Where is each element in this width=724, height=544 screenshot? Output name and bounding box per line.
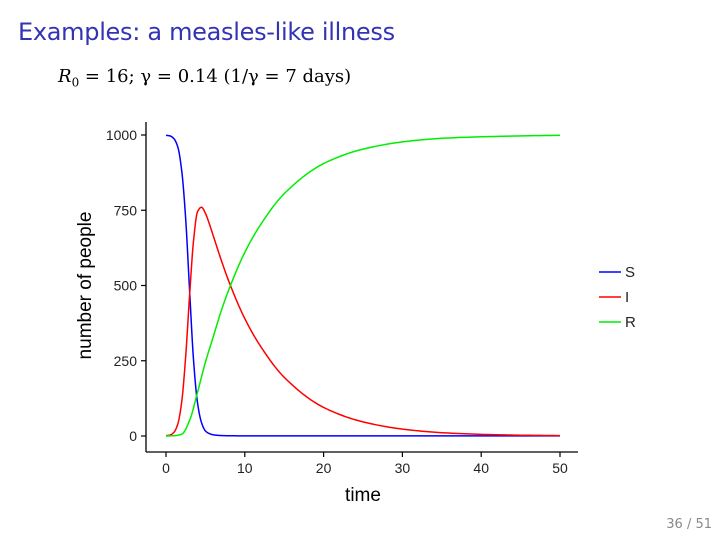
r0-subscript: 0 xyxy=(71,75,80,90)
page-number: 36 / 51 xyxy=(666,517,712,532)
x-tick-label: 50 xyxy=(552,460,568,476)
r0-value: = 16; xyxy=(79,66,141,87)
legend: SIR xyxy=(599,264,636,331)
axes: 0 250 500 750 1000 0 10 20 30 40 50 xyxy=(106,122,578,476)
series-lines xyxy=(165,134,561,437)
slide-title: Examples: a measles-like illness xyxy=(18,18,395,46)
y-axis-title: number of people xyxy=(75,212,96,360)
x-tick-label: 20 xyxy=(316,460,332,476)
legend-label-i: I xyxy=(625,289,629,306)
series-line-s xyxy=(165,134,560,437)
y-tick-label: 750 xyxy=(114,202,138,218)
x-tick-label: 30 xyxy=(395,460,411,476)
x-tick-label: 40 xyxy=(473,460,489,476)
series-line-r xyxy=(165,134,561,437)
gamma-part: γ = 0.14 (1/γ = 7 days) xyxy=(140,66,352,87)
legend-label-s: S xyxy=(625,264,635,281)
r0-symbol: R xyxy=(58,66,72,87)
x-axis-title: time xyxy=(345,485,381,506)
x-tick-label: 10 xyxy=(237,460,253,476)
y-tick-label: 250 xyxy=(114,353,138,369)
series-line-i xyxy=(165,206,561,437)
x-tick-label: 0 xyxy=(162,460,170,476)
y-tick-label: 0 xyxy=(129,428,137,444)
y-tick-label: 500 xyxy=(114,278,138,294)
subtitle: R0 = 16; γ = 0.14 (1/γ = 7 days) xyxy=(58,66,351,90)
legend-label-r: R xyxy=(625,314,636,331)
y-tick-label: 1000 xyxy=(106,127,137,143)
